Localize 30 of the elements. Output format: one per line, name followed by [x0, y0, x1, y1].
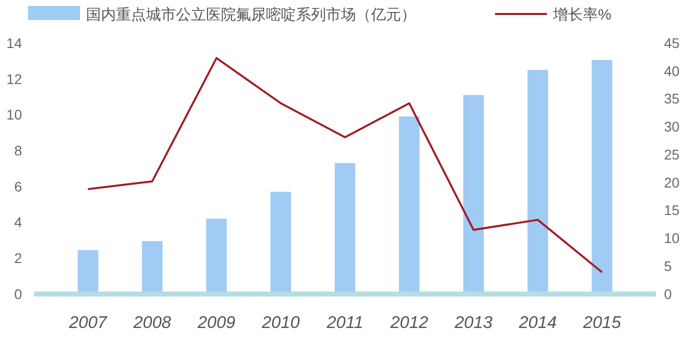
y2-tick-label: 5	[664, 258, 672, 274]
y-tick-label: 2	[14, 250, 22, 266]
y2-tick-label: 25	[664, 146, 680, 162]
x-tick-label: 2010	[260, 313, 300, 332]
line-series	[86, 57, 604, 274]
y2-tick-label: 20	[664, 174, 680, 190]
x-tick-label: 2012	[389, 313, 429, 332]
y2-tick-label: 35	[664, 90, 680, 107]
y-tick-label: 12	[6, 70, 22, 87]
y-tick-label: 14	[6, 34, 22, 51]
y-tick-label: 6	[14, 178, 22, 194]
y-tick-label: 10	[6, 106, 22, 123]
y2-tick-label: 10	[664, 230, 680, 246]
legend-label: 国内重点城市公立医院氟尿嘧啶系列市场（亿元）	[86, 6, 416, 24]
x-tick-label: 2011	[326, 313, 364, 332]
y2-tick-label: 30	[664, 118, 680, 135]
x-tick-label: 2015	[582, 313, 622, 332]
legend-label: 增长率%	[552, 6, 612, 24]
x-tick-label: 2014	[518, 313, 557, 332]
y-tick-label: 0	[14, 286, 22, 302]
x-tick-label: 2008	[132, 313, 172, 332]
y2-tick-label: 40	[664, 62, 680, 79]
y2-tick-label: 0	[664, 286, 672, 302]
y-tick-label: 4	[14, 214, 22, 230]
y2-tick-label: 45	[664, 34, 680, 51]
y-tick-label: 8	[14, 142, 22, 158]
x-tick-label: 2009	[196, 313, 236, 332]
x-tick-label: 2007	[68, 313, 108, 332]
y2-tick-label: 15	[664, 202, 680, 218]
x-tick-label: 2013	[454, 313, 493, 332]
